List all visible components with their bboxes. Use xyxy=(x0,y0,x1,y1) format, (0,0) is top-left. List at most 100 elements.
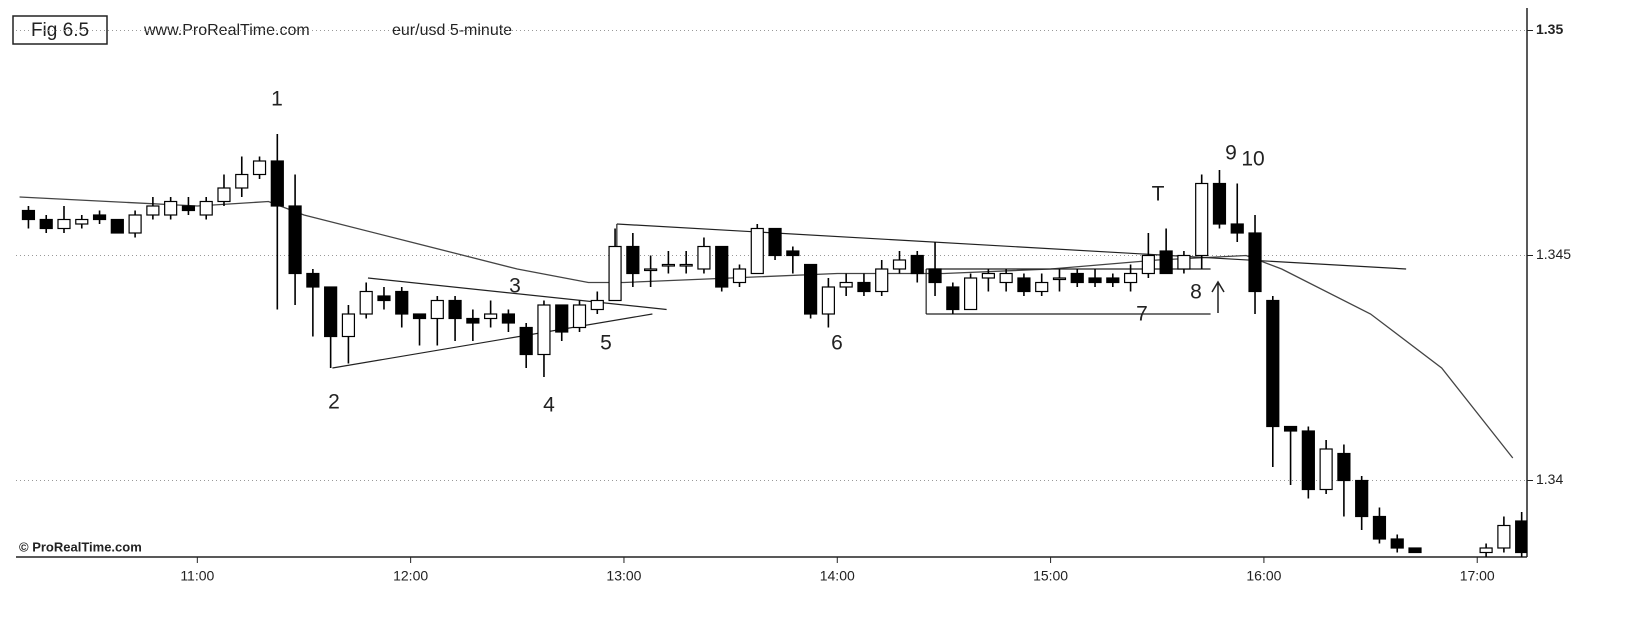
candle-body xyxy=(484,313,498,320)
candle-body xyxy=(1301,430,1315,491)
candle-body xyxy=(1248,232,1262,293)
candle-body xyxy=(110,218,124,234)
y-tick-label: 1.34 xyxy=(1536,471,1563,487)
candle-body xyxy=(590,299,604,311)
candle-body xyxy=(57,218,71,230)
x-tick-label: 11:00 xyxy=(180,568,214,584)
annotation: 6 xyxy=(831,332,843,355)
candle-body xyxy=(697,245,711,270)
annotation: 7 xyxy=(1136,303,1148,326)
candle-body xyxy=(39,218,53,230)
candle-body xyxy=(1266,299,1280,428)
candle-body xyxy=(252,160,267,176)
annotation: 10 xyxy=(1241,148,1264,171)
candle-body xyxy=(288,205,302,275)
candle-body xyxy=(181,205,196,212)
candle-body xyxy=(395,290,409,315)
candle-body xyxy=(235,173,249,189)
trendline xyxy=(332,313,653,369)
candle-body xyxy=(1390,538,1404,549)
candle-body xyxy=(786,250,800,257)
candle-body xyxy=(555,304,569,333)
trendline xyxy=(616,223,1407,270)
source-label: www.ProRealTime.com xyxy=(143,22,310,39)
candle-body xyxy=(1479,547,1493,554)
candle-body xyxy=(910,254,924,275)
candle-body xyxy=(750,227,764,275)
candle-body xyxy=(306,272,320,288)
candle-body xyxy=(1283,425,1298,432)
candle-body xyxy=(1372,515,1387,540)
candle-body xyxy=(1088,277,1102,284)
x-tick-label: 14:00 xyxy=(820,568,855,584)
candle-body xyxy=(1070,272,1084,284)
candle-body xyxy=(199,200,213,216)
candle-body xyxy=(1159,250,1173,275)
candle-body xyxy=(1337,452,1351,482)
candle-body xyxy=(270,160,284,207)
candle-body xyxy=(1515,520,1527,554)
candle-body xyxy=(999,272,1013,284)
candle-body xyxy=(92,214,107,221)
candle-body xyxy=(821,286,835,315)
candle-body xyxy=(466,317,480,324)
candle-body xyxy=(146,205,160,216)
candle-body xyxy=(1106,277,1120,284)
candle-body xyxy=(946,286,960,311)
title-box xyxy=(12,15,108,45)
candle-body xyxy=(626,245,640,275)
candle-body xyxy=(164,200,178,216)
annotation: 3 xyxy=(509,275,521,298)
candle-body xyxy=(1017,277,1031,293)
candle-body xyxy=(1141,254,1155,275)
candle-body xyxy=(644,268,658,272)
trendline xyxy=(367,277,667,311)
candle-body xyxy=(892,259,907,270)
candle-body xyxy=(359,290,373,315)
candle-body xyxy=(1195,182,1209,257)
y-tick-label: 1.345 xyxy=(1536,246,1571,262)
candle-body xyxy=(981,272,995,279)
candle-body xyxy=(875,268,889,293)
candle-body xyxy=(715,245,729,288)
candle-body xyxy=(128,214,142,234)
x-tick-label: 12:00 xyxy=(393,568,428,584)
candle-body xyxy=(412,313,427,320)
candle-body xyxy=(928,268,942,284)
candle-body xyxy=(430,299,444,320)
candle-body xyxy=(608,245,622,302)
candle-body xyxy=(75,218,89,225)
candle-body xyxy=(324,286,338,338)
candle-body xyxy=(448,299,462,320)
candle-body xyxy=(1355,479,1369,518)
candle-body xyxy=(679,263,693,267)
annotation: 4 xyxy=(543,394,555,417)
candle-body xyxy=(217,187,231,203)
candle-body xyxy=(341,313,356,338)
candle-body xyxy=(1052,277,1067,281)
candle-body xyxy=(21,209,36,221)
candle-body xyxy=(377,295,391,302)
annotation: 8 xyxy=(1190,281,1202,304)
annotation: 2 xyxy=(328,391,340,414)
x-tick-label: 15:00 xyxy=(1033,568,1068,584)
candle-body xyxy=(804,263,818,315)
candle-body xyxy=(1497,524,1511,549)
plot-area xyxy=(16,30,1527,557)
candle-body xyxy=(1177,254,1191,270)
candle-body xyxy=(839,281,853,288)
candle-body xyxy=(501,313,516,324)
candle-body xyxy=(1212,182,1227,225)
candle-body xyxy=(519,326,533,356)
moving-average xyxy=(19,196,1514,459)
x-tick-label: 16:00 xyxy=(1246,568,1281,584)
candle-body xyxy=(1319,448,1333,491)
candle-body xyxy=(572,304,587,329)
annotation: 9 xyxy=(1225,142,1237,165)
x-tick-label: 13:00 xyxy=(606,568,641,584)
annotation: T xyxy=(1152,183,1165,206)
candle-body xyxy=(963,277,978,311)
candle-body xyxy=(1230,223,1244,234)
watermark: © ProRealTime.com xyxy=(19,539,142,554)
